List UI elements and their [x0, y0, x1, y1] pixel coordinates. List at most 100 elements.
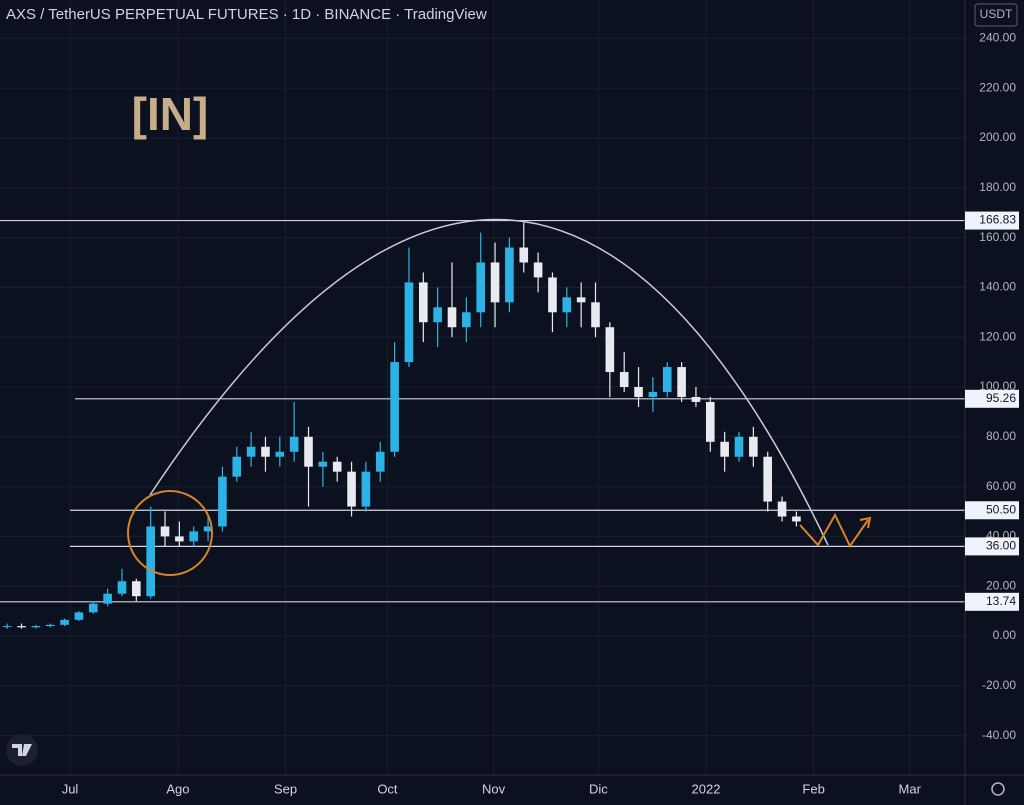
- x-tick-label: Ago: [166, 781, 189, 796]
- candle-body: [548, 277, 557, 313]
- candle-body: [88, 603, 98, 613]
- y-tick-label: 0.00: [993, 628, 1017, 642]
- candle-body: [476, 262, 486, 313]
- y-tick-label: 240.00: [979, 31, 1016, 45]
- candle-body: [175, 536, 184, 542]
- candle-body: [677, 367, 686, 397]
- candle-body: [648, 391, 658, 397]
- candle-body: [2, 626, 12, 628]
- x-tick-label: Jul: [62, 781, 79, 796]
- logo-text: [IN]: [132, 88, 209, 140]
- level-label: 13.74: [986, 594, 1016, 608]
- tv-logo-mark: [12, 744, 32, 756]
- candle-body: [533, 262, 543, 278]
- candle-body: [419, 282, 428, 323]
- arrow-head: [859, 516, 872, 529]
- x-tick-label: Oct: [377, 781, 398, 796]
- y-tick-label: 100.00: [979, 379, 1016, 393]
- candle-body: [576, 297, 586, 303]
- candle-body: [332, 461, 342, 472]
- candle-body: [375, 451, 385, 472]
- candle-body: [31, 626, 41, 628]
- circle-annotation: [127, 490, 213, 576]
- candle-body: [60, 619, 69, 625]
- candle-body: [275, 451, 285, 457]
- zigzag-projection: [799, 512, 869, 548]
- level-label-box: [965, 537, 1019, 556]
- candle-body: [404, 282, 414, 363]
- candle-body: [117, 581, 127, 594]
- candle-body: [246, 446, 256, 457]
- level-label-box: [965, 389, 1019, 408]
- y-tick-label: 200.00: [979, 130, 1016, 144]
- candle-body: [519, 247, 529, 263]
- level-label: 95.26: [986, 391, 1016, 405]
- level-label: 166.83: [979, 213, 1016, 227]
- candle-body: [562, 297, 572, 313]
- level-label: 50.50: [986, 502, 1016, 516]
- x-tick-label: 2022: [692, 781, 721, 796]
- candle-body: [17, 626, 26, 628]
- candle-body: [591, 302, 600, 328]
- candle-body: [447, 307, 457, 328]
- arc-annotation: [149, 218, 829, 546]
- candle-body: [261, 446, 270, 457]
- y-tick-label: 120.00: [979, 329, 1016, 343]
- level-label-box: [965, 501, 1019, 520]
- tv-logo: [6, 734, 38, 766]
- candle-body: [132, 581, 141, 597]
- candle-body: [462, 312, 471, 328]
- candle-body: [390, 362, 399, 452]
- candle-body: [792, 516, 801, 522]
- candle-body: [203, 526, 213, 532]
- candle-body: [433, 307, 442, 323]
- candle-body: [634, 387, 643, 397]
- y-tick-label: 20.00: [986, 578, 1016, 592]
- candle-body: [749, 436, 758, 457]
- candle-body: [74, 612, 84, 620]
- candle-body: [146, 526, 155, 597]
- candle-body: [505, 247, 514, 303]
- candle-body: [103, 593, 112, 604]
- logo: [IN]: [132, 88, 209, 140]
- y-tick-label: 80.00: [986, 429, 1016, 443]
- settings-icon[interactable]: [991, 782, 1005, 796]
- candles: [2, 222, 801, 629]
- x-tick-label: Dic: [589, 781, 608, 796]
- candle-body: [361, 471, 371, 507]
- candle-body: [720, 441, 729, 457]
- y-tick-label: 160.00: [979, 230, 1016, 244]
- candle-body: [45, 624, 55, 627]
- y-tick-label: -20.00: [982, 678, 1016, 692]
- candle-body: [318, 461, 328, 467]
- candle-body: [777, 501, 787, 517]
- candle-body: [189, 531, 199, 542]
- candle-body: [662, 367, 672, 392]
- candle-body: [705, 401, 715, 442]
- candle-body: [289, 436, 299, 452]
- y-tick-label: 60.00: [986, 479, 1016, 493]
- y-tick-label: -40.00: [982, 728, 1016, 742]
- candle-body: [619, 372, 629, 388]
- candle-body: [734, 436, 744, 457]
- x-tick-label: Nov: [482, 781, 506, 796]
- level-label-box: [965, 592, 1019, 611]
- candle-body: [347, 471, 356, 507]
- currency-label: USDT: [980, 7, 1013, 21]
- candle-body: [605, 327, 615, 373]
- candle-body: [218, 476, 227, 527]
- x-tick-label: Mar: [899, 781, 922, 796]
- candle-body: [490, 262, 500, 303]
- y-tick-label: 140.00: [979, 280, 1016, 294]
- x-tick-label: Sep: [274, 781, 297, 796]
- candle-body: [691, 396, 701, 402]
- candle-body: [763, 456, 772, 502]
- y-tick-label: 220.00: [979, 80, 1016, 94]
- candle-body: [232, 456, 242, 477]
- candle-body: [304, 436, 313, 467]
- y-tick-label: 180.00: [979, 180, 1016, 194]
- chart-title: AXS / TetherUS PERPETUAL FUTURES · 1D · …: [6, 6, 487, 23]
- x-tick-label: Feb: [802, 781, 824, 796]
